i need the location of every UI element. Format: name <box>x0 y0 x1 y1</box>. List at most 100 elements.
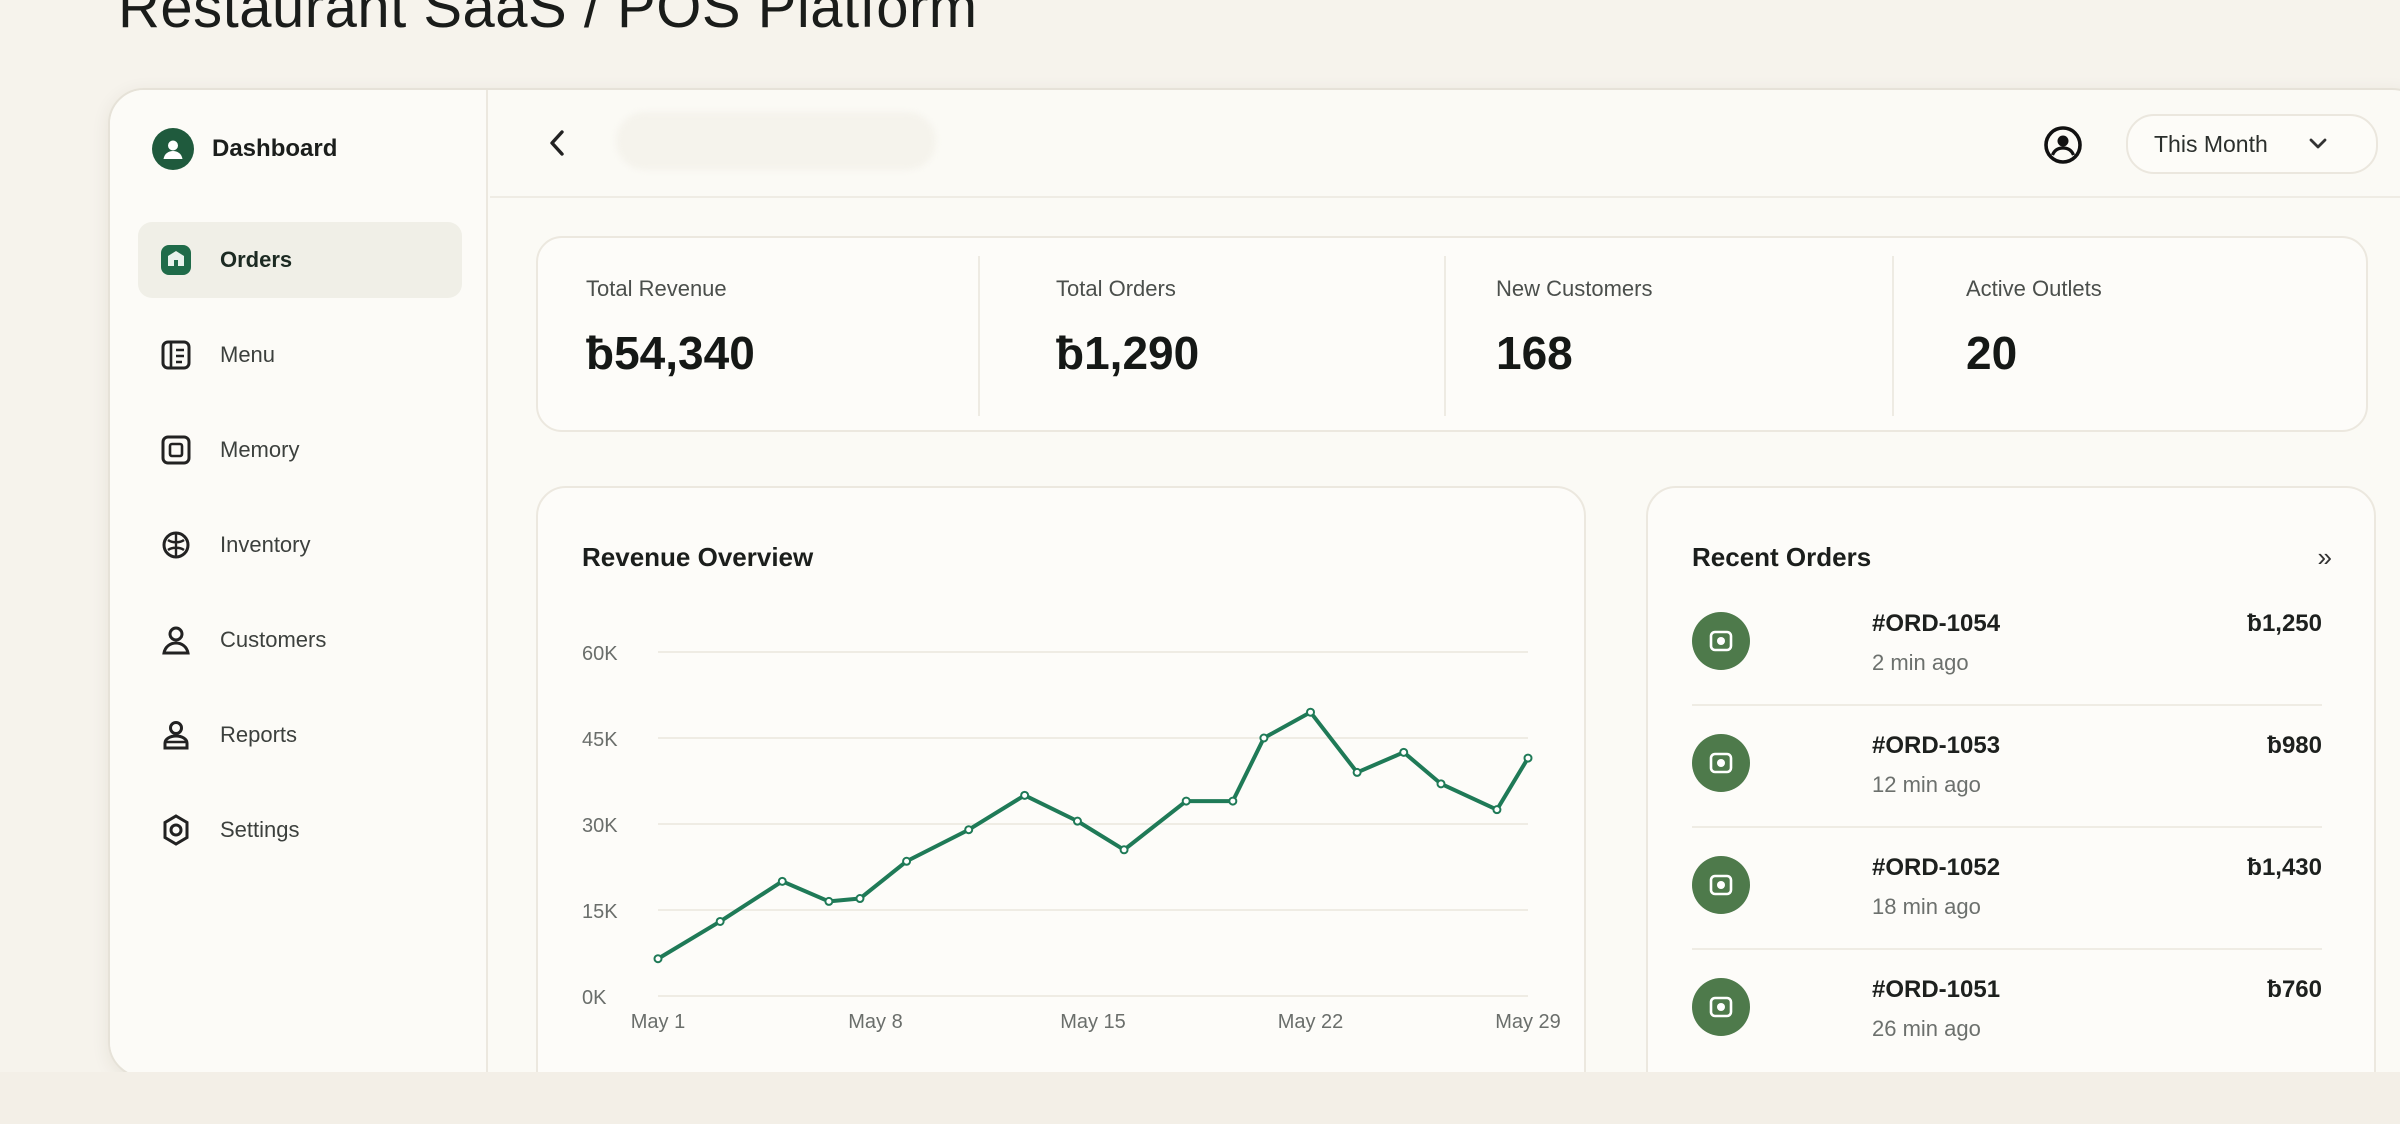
period-select-value: This Month <box>2154 130 2268 157</box>
sidebar-brand[interactable]: Dashboard <box>152 126 337 172</box>
stat-label: Total Revenue <box>586 276 727 301</box>
chevron-down-icon <box>2309 138 2327 149</box>
profile-button[interactable] <box>2040 122 2086 168</box>
recent-orders-card: Recent Orders » #ORD-1054 2 min ago ƀ1,2… <box>1646 486 2376 1076</box>
chart-point <box>902 856 912 866</box>
recent-orders-title: Recent Orders <box>1692 542 1872 572</box>
sidebar-item-label: Inventory <box>220 532 311 557</box>
chevron-left-icon <box>550 130 564 156</box>
memory-icon <box>158 432 194 468</box>
order-time: 12 min ago <box>1872 772 1981 797</box>
orders-icon <box>158 242 194 278</box>
chart-point <box>855 894 865 904</box>
chart-point <box>1436 779 1446 789</box>
order-row[interactable]: #ORD-1053 12 min ago ƀ980 <box>1692 706 2322 828</box>
stat-value: ƀ54,340 <box>586 327 755 379</box>
chart-point <box>1181 796 1191 806</box>
search-bar[interactable] <box>616 112 936 170</box>
stat-total-revenue: Total Revenue ƀ54,340 <box>538 238 755 430</box>
chart-x-tick-label: May 22 <box>1278 1011 1344 1033</box>
sidebar-item-menu[interactable]: Menu <box>138 317 462 393</box>
order-id: #ORD-1054 <box>1872 610 2001 637</box>
chart-point <box>1020 790 1030 800</box>
sidebar-item-orders[interactable]: Orders <box>138 222 462 298</box>
stat-value: ƀ1,290 <box>1056 327 1200 379</box>
order-icon <box>1692 978 1750 1036</box>
stat-active-outlets: Active Outlets 20 <box>1918 238 2102 430</box>
chart-point <box>1119 845 1129 855</box>
order-icon <box>1692 612 1750 670</box>
sidebar: Dashboard Orders Menu Memory <box>110 90 488 1076</box>
order-id: #ORD-1051 <box>1872 976 2001 1003</box>
sidebar-nav: Orders Menu Memory Inventory <box>138 222 462 887</box>
stat-divider <box>978 256 980 416</box>
chart-point <box>715 916 725 926</box>
chart-point <box>1072 816 1082 826</box>
stat-value: 168 <box>1496 327 1573 379</box>
chart-point <box>1399 747 1409 757</box>
chart-point <box>964 825 974 835</box>
order-row[interactable]: #ORD-1054 2 min ago ƀ1,250 <box>1692 584 2322 706</box>
stat-total-orders: Total Orders ƀ1,290 <box>1008 238 1199 430</box>
sidebar-item-inventory[interactable]: Inventory <box>138 507 462 583</box>
period-select[interactable]: This Month <box>2126 114 2378 174</box>
order-id: #ORD-1052 <box>1872 854 2001 881</box>
chart-x-tick-label: May 15 <box>1060 1011 1126 1033</box>
stat-label: Active Outlets <box>1966 276 2102 301</box>
order-icon <box>1692 734 1750 792</box>
order-time: 18 min ago <box>1872 894 1981 919</box>
sidebar-item-customers[interactable]: Customers <box>138 602 462 678</box>
chart-x-tick-label: May 1 <box>631 1011 685 1033</box>
sidebar-item-memory[interactable]: Memory <box>138 412 462 488</box>
sidebar-item-label: Settings <box>220 817 300 842</box>
sidebar-item-settings[interactable]: Settings <box>138 792 462 868</box>
order-row[interactable]: #ORD-1052 18 min ago ƀ1,430 <box>1692 828 2322 950</box>
menu-icon <box>158 337 194 373</box>
stat-label: New Customers <box>1496 276 1653 301</box>
stat-value: 20 <box>1966 327 2018 379</box>
sidebar-item-label: Menu <box>220 342 276 367</box>
chart-point <box>1259 733 1269 743</box>
settings-icon <box>158 812 194 848</box>
chart-x-tick-label: May 29 <box>1495 1011 1561 1033</box>
sidebar-brand-label: Dashboard <box>212 135 338 162</box>
chart-point <box>1306 707 1315 717</box>
order-amount: ƀ980 <box>2267 732 2322 759</box>
topbar: This Month <box>490 90 2400 198</box>
back-button[interactable] <box>534 120 580 166</box>
order-icon <box>1692 856 1750 914</box>
chart-point <box>777 876 787 886</box>
user-circle-icon <box>152 128 194 170</box>
view-all-orders-button[interactable]: » <box>2317 542 2332 572</box>
page-heading: Restaurant SaaS / POS Platform <box>118 0 978 40</box>
chart-point <box>1228 796 1238 806</box>
chart-series-line <box>656 710 1530 961</box>
chart-point <box>653 954 663 964</box>
revenue-chart: 60K 45K 30K 15K 0K May 1 May 8 May 15 May 22 May … <box>582 643 1561 1033</box>
app-window: Dashboard Orders Menu Memory <box>108 88 2400 1078</box>
stat-divider <box>1444 256 1446 416</box>
stats-card: Total Revenue ƀ54,340 Total Orders ƀ1,29… <box>536 236 2368 432</box>
page-footer-band <box>0 1072 2400 1124</box>
profile-icon <box>2044 126 2082 164</box>
customers-icon <box>158 622 194 658</box>
chart-y-tick-label: 0K <box>582 987 607 1009</box>
sidebar-item-label: Customers <box>220 627 327 652</box>
chart-y-tick-label: 15K <box>582 901 618 923</box>
main-content: This Month Total Revenue ƀ54,340 Total O… <box>490 90 2400 1076</box>
chart-y-tick-label: 45K <box>582 729 618 751</box>
chart-y-tick-label: 60K <box>582 643 618 665</box>
order-time: 26 min ago <box>1872 1016 1981 1041</box>
order-amount: ƀ1,430 <box>2247 854 2322 881</box>
order-amount: ƀ1,250 <box>2247 610 2322 637</box>
sidebar-item-label: Orders <box>220 247 293 272</box>
revenue-overview-title: Revenue Overview <box>582 542 814 572</box>
order-time: 2 min ago <box>1872 650 1969 675</box>
reports-icon <box>158 717 194 753</box>
order-amount: ƀ760 <box>2267 976 2322 1003</box>
chart-point <box>1523 753 1533 763</box>
sidebar-item-reports[interactable]: Reports <box>138 697 462 773</box>
order-row[interactable]: #ORD-1051 26 min ago ƀ760 <box>1692 950 2322 1072</box>
sidebar-item-label: Memory <box>220 437 300 462</box>
chart-y-tick-label: 30K <box>582 815 618 837</box>
